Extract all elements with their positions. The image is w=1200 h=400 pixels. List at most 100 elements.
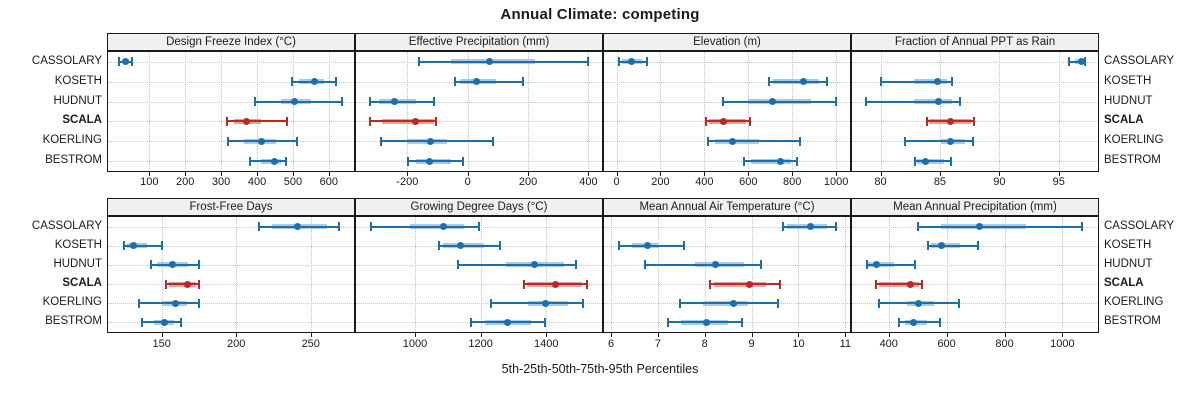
gridline-vertical [1004,217,1006,332]
percentile-range-line [866,263,915,266]
site-label-left: CASSOLARY [31,219,102,232]
axis-tick [185,172,187,176]
gridline-horizontal [108,264,354,266]
axis-tick-label: 600 [319,176,339,188]
gridline-vertical [588,52,590,171]
axis-tick-label: 600 [937,338,956,350]
site-label-left: KOSETH [54,238,102,251]
percentile-range-line [418,60,588,63]
site-label-right: KOSETH [1104,74,1152,87]
gridline-horizontal [356,121,602,123]
gridline-horizontal [108,245,354,247]
panel [851,51,1099,172]
axis-tick-label: 6 [607,338,615,350]
panel-strip: Mean Annual Precipitation (mm) [851,198,1099,216]
site-label-left: KOERLING [42,296,102,309]
gridline-horizontal [108,161,354,163]
gridline-horizontal [108,284,354,286]
whisker-cap [682,241,685,251]
axis-tick [236,333,238,337]
whisker-cap [417,57,420,67]
panel-strip: Fraction of Annual PPT as Rain [851,33,1099,51]
axis-tick-label: 500 [283,176,303,188]
percentile-range-line [768,80,827,83]
axis-tick [1058,172,1060,176]
whisker-cap [370,222,373,232]
axis-tick-label: 1400 [533,338,559,350]
median-dot [530,261,538,269]
axis-tick-label: 200 [651,176,670,188]
axis-tick-label: 150 [152,338,171,350]
whisker-cap [338,222,341,232]
gridline-vertical [792,52,794,171]
axis-tick [704,172,706,176]
median-dot [937,242,945,250]
whisker-cap [477,222,480,232]
percentile-range-line [254,100,342,103]
percentile-range-line [680,302,779,305]
gridline-vertical [660,52,662,171]
percentile-range-line [491,302,584,305]
whisker-cap [767,77,770,87]
site-label-left: BESTROM [45,154,102,167]
panel-strip: Growing Degree Days (°C) [355,198,603,216]
whisker-cap [897,317,900,327]
axis-tick-label: 400 [695,176,714,188]
median-dot [161,318,169,326]
panel [355,216,603,333]
gridline-horizontal [852,61,1098,63]
whisker-cap [586,279,589,289]
whisker-cap [131,57,134,67]
whisker-cap [435,116,438,126]
gridline-vertical [888,217,890,332]
median-dot [183,280,191,288]
percentile-range-line [918,225,1083,228]
median-dot [291,98,299,106]
percentile-range-line [124,244,162,247]
gridline-vertical [611,217,613,332]
axis-tick-label: 0 [464,176,471,188]
panel-strip: Frost-Free Days [107,198,355,216]
axis-tick-label: 200 [227,338,246,350]
axis-tick [939,172,941,176]
axis-tick [845,333,847,337]
axis-tick-label: 7 [654,338,661,350]
axis-tick-label: 9 [748,338,755,350]
percentile-range-line [407,160,463,163]
site-label-left: HUDNUT [53,257,102,270]
median-dot [712,261,720,269]
gridline-vertical [149,52,151,171]
axis-tick [999,172,1001,176]
gridline-vertical [161,217,163,332]
site-label-right: CASSOLARY [1104,54,1175,67]
gridline-vertical [946,217,948,332]
percentile-range-line [905,140,974,143]
whisker-cap [959,97,962,107]
median-dot [293,223,301,231]
median-dot [934,78,942,86]
panel [603,216,851,333]
whisker-cap [499,241,502,251]
axis-tick [310,333,312,337]
gridline-horizontal [356,161,602,163]
panel-strip: Elevation (m) [603,33,851,51]
whisker-cap [976,241,979,251]
percentile-range-line [369,100,435,103]
gridline-vertical [415,217,417,332]
median-dot [907,280,915,288]
median-dot [270,157,278,165]
median-dot [425,157,433,165]
site-label-right: SCALA [1104,277,1144,290]
whisker-cap [834,222,837,232]
gridline-horizontal [108,101,354,103]
percentile-range-line [380,140,494,143]
axis-tick [880,172,882,176]
whisker-cap [470,317,473,327]
whisker-cap [741,317,744,327]
site-label-right: BESTROM [1104,315,1161,328]
whisker-cap [368,116,371,126]
whisker-cap [521,77,524,87]
site-label-right: KOERLING [1104,134,1164,147]
gridline-horizontal [604,81,850,83]
